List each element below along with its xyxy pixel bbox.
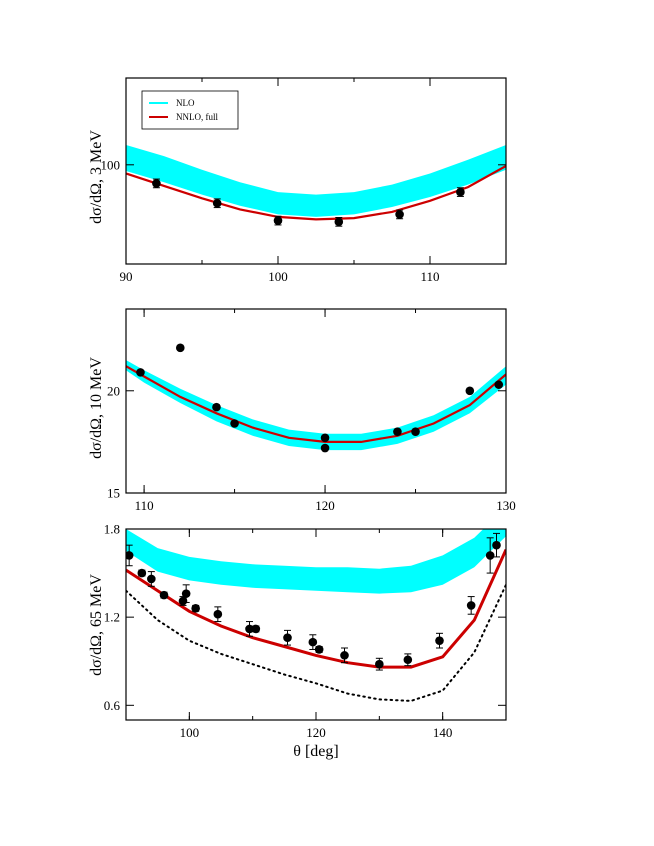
data-point bbox=[320, 433, 330, 443]
data-point bbox=[411, 427, 420, 436]
data-point bbox=[494, 380, 504, 389]
nnlo-curve bbox=[126, 548, 506, 669]
x-tick-label: 120 bbox=[315, 498, 335, 513]
data-point bbox=[191, 604, 200, 613]
legend-box bbox=[141, 90, 239, 130]
x-tick-label: 120 bbox=[306, 725, 326, 740]
x-axis-label: θ [deg] bbox=[293, 743, 338, 760]
data-point bbox=[212, 198, 222, 208]
data-point bbox=[375, 659, 384, 669]
plot-area bbox=[126, 343, 506, 453]
y-tick-label: 15 bbox=[107, 486, 120, 501]
data-point bbox=[152, 179, 161, 188]
data-point bbox=[308, 637, 318, 647]
data-point bbox=[465, 386, 475, 396]
data-point bbox=[492, 540, 501, 550]
x-tick-label: 100 bbox=[180, 725, 200, 740]
panel-3mev: dσ/dΩ, 3 MeV NLO NNLO, full 90 100 110 100 bbox=[88, 77, 507, 284]
data-point bbox=[147, 574, 156, 584]
data-point bbox=[251, 624, 261, 634]
data-point bbox=[136, 368, 145, 377]
legend: NLO NNLO, full bbox=[141, 90, 239, 130]
data-point bbox=[403, 655, 413, 665]
x-tick-label: 100 bbox=[268, 269, 288, 284]
x-tick-label: 110 bbox=[420, 269, 439, 284]
y-tick-label: 0.6 bbox=[104, 698, 121, 713]
data-point bbox=[137, 568, 147, 578]
data-point bbox=[283, 633, 292, 643]
data-point bbox=[395, 210, 404, 219]
y-axis-label: dσ/dΩ, 10 MeV bbox=[88, 357, 105, 459]
plot-frame bbox=[125, 308, 507, 494]
plot-frame bbox=[125, 77, 507, 265]
data-point bbox=[393, 427, 402, 436]
data-point bbox=[175, 343, 185, 353]
nnlo-curve bbox=[126, 365, 506, 443]
nnlo-curve bbox=[126, 165, 506, 221]
x-tick-label: 130 bbox=[496, 498, 516, 513]
x-tick-label: 140 bbox=[433, 725, 453, 740]
data-point bbox=[340, 651, 349, 660]
y-tick-label: 1.8 bbox=[104, 522, 120, 537]
x-tick-label: 90 bbox=[120, 269, 133, 284]
plot-area bbox=[126, 529, 506, 702]
x-tick-label: 110 bbox=[135, 498, 154, 513]
data-point bbox=[181, 589, 191, 598]
panel-10mev: dσ/dΩ, 10 MeV 110 120 130 15 20 bbox=[88, 308, 516, 513]
data-point bbox=[273, 216, 283, 225]
data-point bbox=[334, 217, 344, 227]
data-point bbox=[466, 601, 476, 610]
data-point bbox=[230, 419, 239, 428]
y-tick-label: 1.2 bbox=[104, 610, 120, 625]
nlo-band bbox=[126, 145, 506, 217]
nlo-band bbox=[126, 529, 506, 594]
data-point bbox=[245, 624, 254, 634]
data-point bbox=[213, 609, 223, 619]
data-point bbox=[314, 645, 324, 654]
data-point bbox=[212, 402, 221, 412]
y-tick-label: 20 bbox=[107, 383, 120, 398]
data-point bbox=[456, 187, 465, 197]
data-point bbox=[485, 551, 495, 560]
y-axis-label: dσ/dΩ, 3 MeV bbox=[88, 130, 105, 224]
legend-label-nlo: NLO bbox=[176, 98, 195, 108]
data-point bbox=[320, 443, 330, 453]
plot-area bbox=[126, 145, 506, 227]
data-point bbox=[178, 596, 188, 606]
data-point bbox=[126, 551, 134, 560]
nlo-band bbox=[126, 360, 506, 451]
y-tick-label: 100 bbox=[101, 157, 121, 172]
y-axis-label: dσ/dΩ, 65 MeV bbox=[88, 574, 105, 676]
data-point bbox=[435, 636, 444, 645]
data-point bbox=[159, 590, 169, 600]
dotted-curve bbox=[126, 583, 506, 702]
panel-65mev: dσ/dΩ, 65 MeV θ [deg] 100 120 140 0.6 1.2 1.8 bbox=[88, 522, 507, 760]
legend-label-nnlo: NNLO, full bbox=[176, 112, 218, 122]
